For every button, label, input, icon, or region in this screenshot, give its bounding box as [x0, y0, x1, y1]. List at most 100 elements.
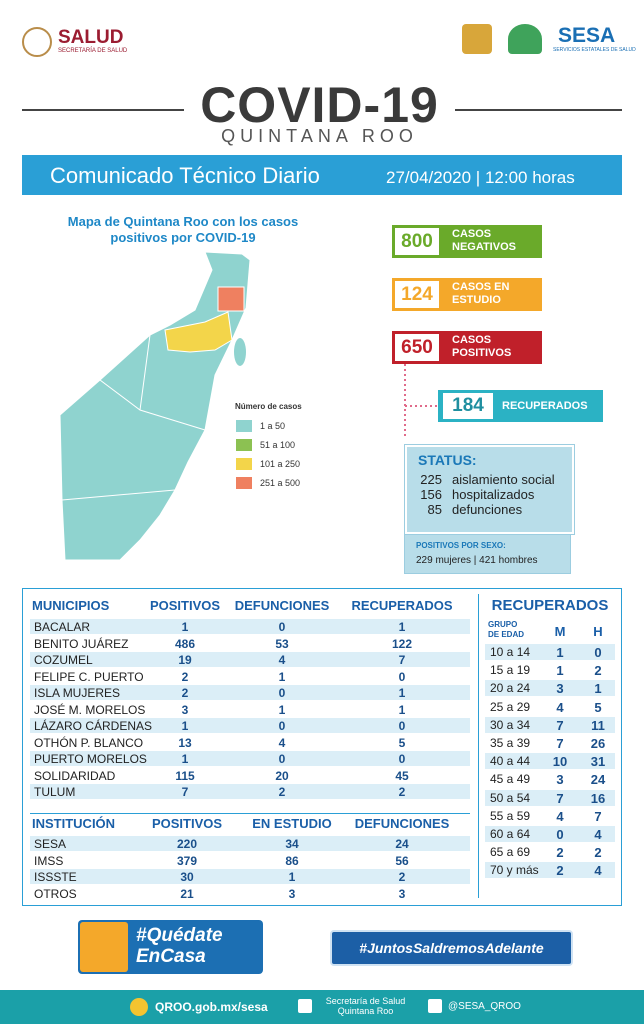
status-label: hospitalizados	[452, 487, 535, 502]
banner-date: 27/04/2020 | 12:00 horas	[386, 168, 575, 187]
legend-label: 1 a 50	[260, 421, 286, 431]
status-value: 85	[427, 502, 442, 517]
table-row-bg	[30, 852, 470, 867]
table-cell: 1	[594, 681, 602, 697]
table-cell: 5	[594, 699, 602, 715]
table-cell: COZUMEL	[34, 653, 93, 667]
table-cell: 4	[594, 863, 602, 879]
table-cell: 3	[398, 886, 406, 901]
map	[59, 251, 251, 561]
footer-secretaria: Secretaría de Salud Quintana Roo	[325, 996, 406, 1016]
table-cell: 10 a 14	[490, 645, 531, 659]
legend-swatch	[236, 458, 252, 470]
table-row-bg	[30, 734, 470, 749]
table-row-bg	[485, 807, 615, 824]
table-cell: IMSS	[34, 853, 64, 868]
table-cell: 5	[398, 735, 406, 750]
juntos-text: #JuntosSaldremosAdelante	[359, 940, 544, 956]
table-cell: 45 a 49	[490, 772, 531, 787]
banner	[22, 155, 622, 195]
salud-logo	[22, 27, 52, 57]
table-cell: 7	[181, 785, 189, 799]
status-value: 156	[420, 487, 442, 502]
table-row-bg	[485, 753, 615, 770]
table-cell: 2	[278, 785, 286, 799]
sex-text: 229 mujeres | 421 hombres	[416, 555, 538, 566]
table-cell: 7	[398, 653, 406, 667]
table-cell: 115	[175, 768, 195, 783]
salud-text: SALUD	[58, 27, 124, 48]
table-cell: TULUM	[34, 785, 76, 799]
table-cell: 1	[398, 686, 406, 700]
table-cell: 7	[594, 808, 602, 824]
table-cell: 50 a 54	[490, 790, 531, 805]
table-cell: 0	[398, 719, 406, 733]
footer-twitter: @SESA_QROO	[448, 1001, 521, 1012]
map-orange	[217, 286, 245, 312]
status-label: aislamiento social	[452, 472, 555, 487]
status-title: STATUS:	[418, 452, 477, 468]
table-row-bg	[485, 844, 615, 861]
legend-label: 101 a 250	[260, 459, 301, 469]
table-cell: 19	[178, 653, 192, 667]
table-cell: 24	[590, 772, 606, 788]
table-row-bg	[485, 789, 615, 806]
twitter-icon	[428, 999, 442, 1013]
recovered-value: 184	[443, 393, 493, 419]
table-row-bg	[485, 716, 615, 733]
table-cell: FELIPE C. PUERTO	[34, 669, 144, 684]
quedate-text: #Quédate EnCasa	[136, 925, 223, 967]
table-cell: 3	[556, 772, 564, 788]
table-row-bg	[485, 698, 615, 715]
mas-logo	[508, 24, 542, 54]
table-cell: 0	[278, 719, 286, 733]
table-cell: 1	[181, 719, 189, 733]
table-cell: 24	[395, 837, 409, 851]
table-cell: 4	[278, 653, 286, 667]
table-header: RECUPERADOS	[351, 598, 453, 613]
table-cell: 2	[594, 845, 602, 861]
table-cell: 2	[398, 785, 406, 799]
table-cell: SOLIDARIDAD	[34, 768, 116, 783]
table-cell: 70 y más	[490, 863, 539, 878]
table-divider	[30, 813, 470, 814]
age-header: GRUPO DE EDAD	[488, 620, 525, 639]
table-row-bg	[30, 718, 470, 733]
table-row-bg	[485, 826, 615, 842]
table-cell: 25 a 29	[490, 699, 531, 714]
case-label: CASOS POSITIVOS	[452, 334, 512, 359]
status-label: defunciones	[452, 502, 523, 517]
table-cell: ISLA MUJERES	[34, 686, 121, 700]
table-row-bg	[485, 644, 615, 660]
table-cell: 3	[556, 681, 564, 697]
state-logo	[462, 24, 492, 54]
table-cell: 1	[278, 669, 286, 684]
map-island	[234, 338, 246, 366]
table-cell: 4	[556, 808, 564, 824]
table-cell: 4	[594, 827, 602, 842]
sesa-sub: SERVICIOS ESTATALES DE SALUD	[553, 47, 636, 53]
table-cell: 1	[288, 870, 296, 884]
table-divider	[478, 594, 479, 898]
table-cell: 34	[285, 837, 299, 851]
table-row-bg	[485, 680, 615, 697]
table-cell: 1	[278, 702, 286, 717]
table-cell: 486	[174, 636, 196, 651]
table-cell: 16	[590, 790, 606, 806]
table-cell: 1	[181, 752, 189, 766]
table-row-bg	[30, 619, 470, 634]
table-cell: 2	[556, 845, 564, 861]
rule-right	[455, 109, 622, 111]
table-cell: 30 a 34	[490, 717, 531, 732]
table-cell: 2	[181, 686, 189, 700]
table-cell: 11	[591, 717, 605, 733]
table-cell: 122	[391, 636, 413, 651]
table-cell: SESA	[34, 837, 67, 851]
table-row-bg	[30, 685, 470, 700]
connector	[404, 364, 438, 437]
table-header: DEFUNCIONES	[354, 816, 450, 831]
table-cell: LÁZARO CÁRDENAS	[34, 719, 153, 733]
map-title: Mapa de Quintana Roo con los casos posit…	[67, 214, 299, 245]
table-cell: 379	[176, 853, 198, 868]
table-row-bg	[485, 662, 615, 679]
